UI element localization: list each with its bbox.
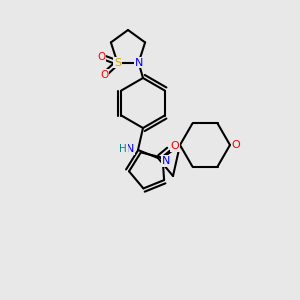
Text: S: S <box>114 58 121 68</box>
Text: O: O <box>171 141 179 151</box>
Text: N: N <box>126 144 134 154</box>
Text: H: H <box>119 144 127 154</box>
Text: O: O <box>232 140 240 150</box>
Text: O: O <box>100 70 109 80</box>
Text: N: N <box>134 58 143 68</box>
Text: N: N <box>162 156 171 166</box>
Text: O: O <box>97 52 106 61</box>
